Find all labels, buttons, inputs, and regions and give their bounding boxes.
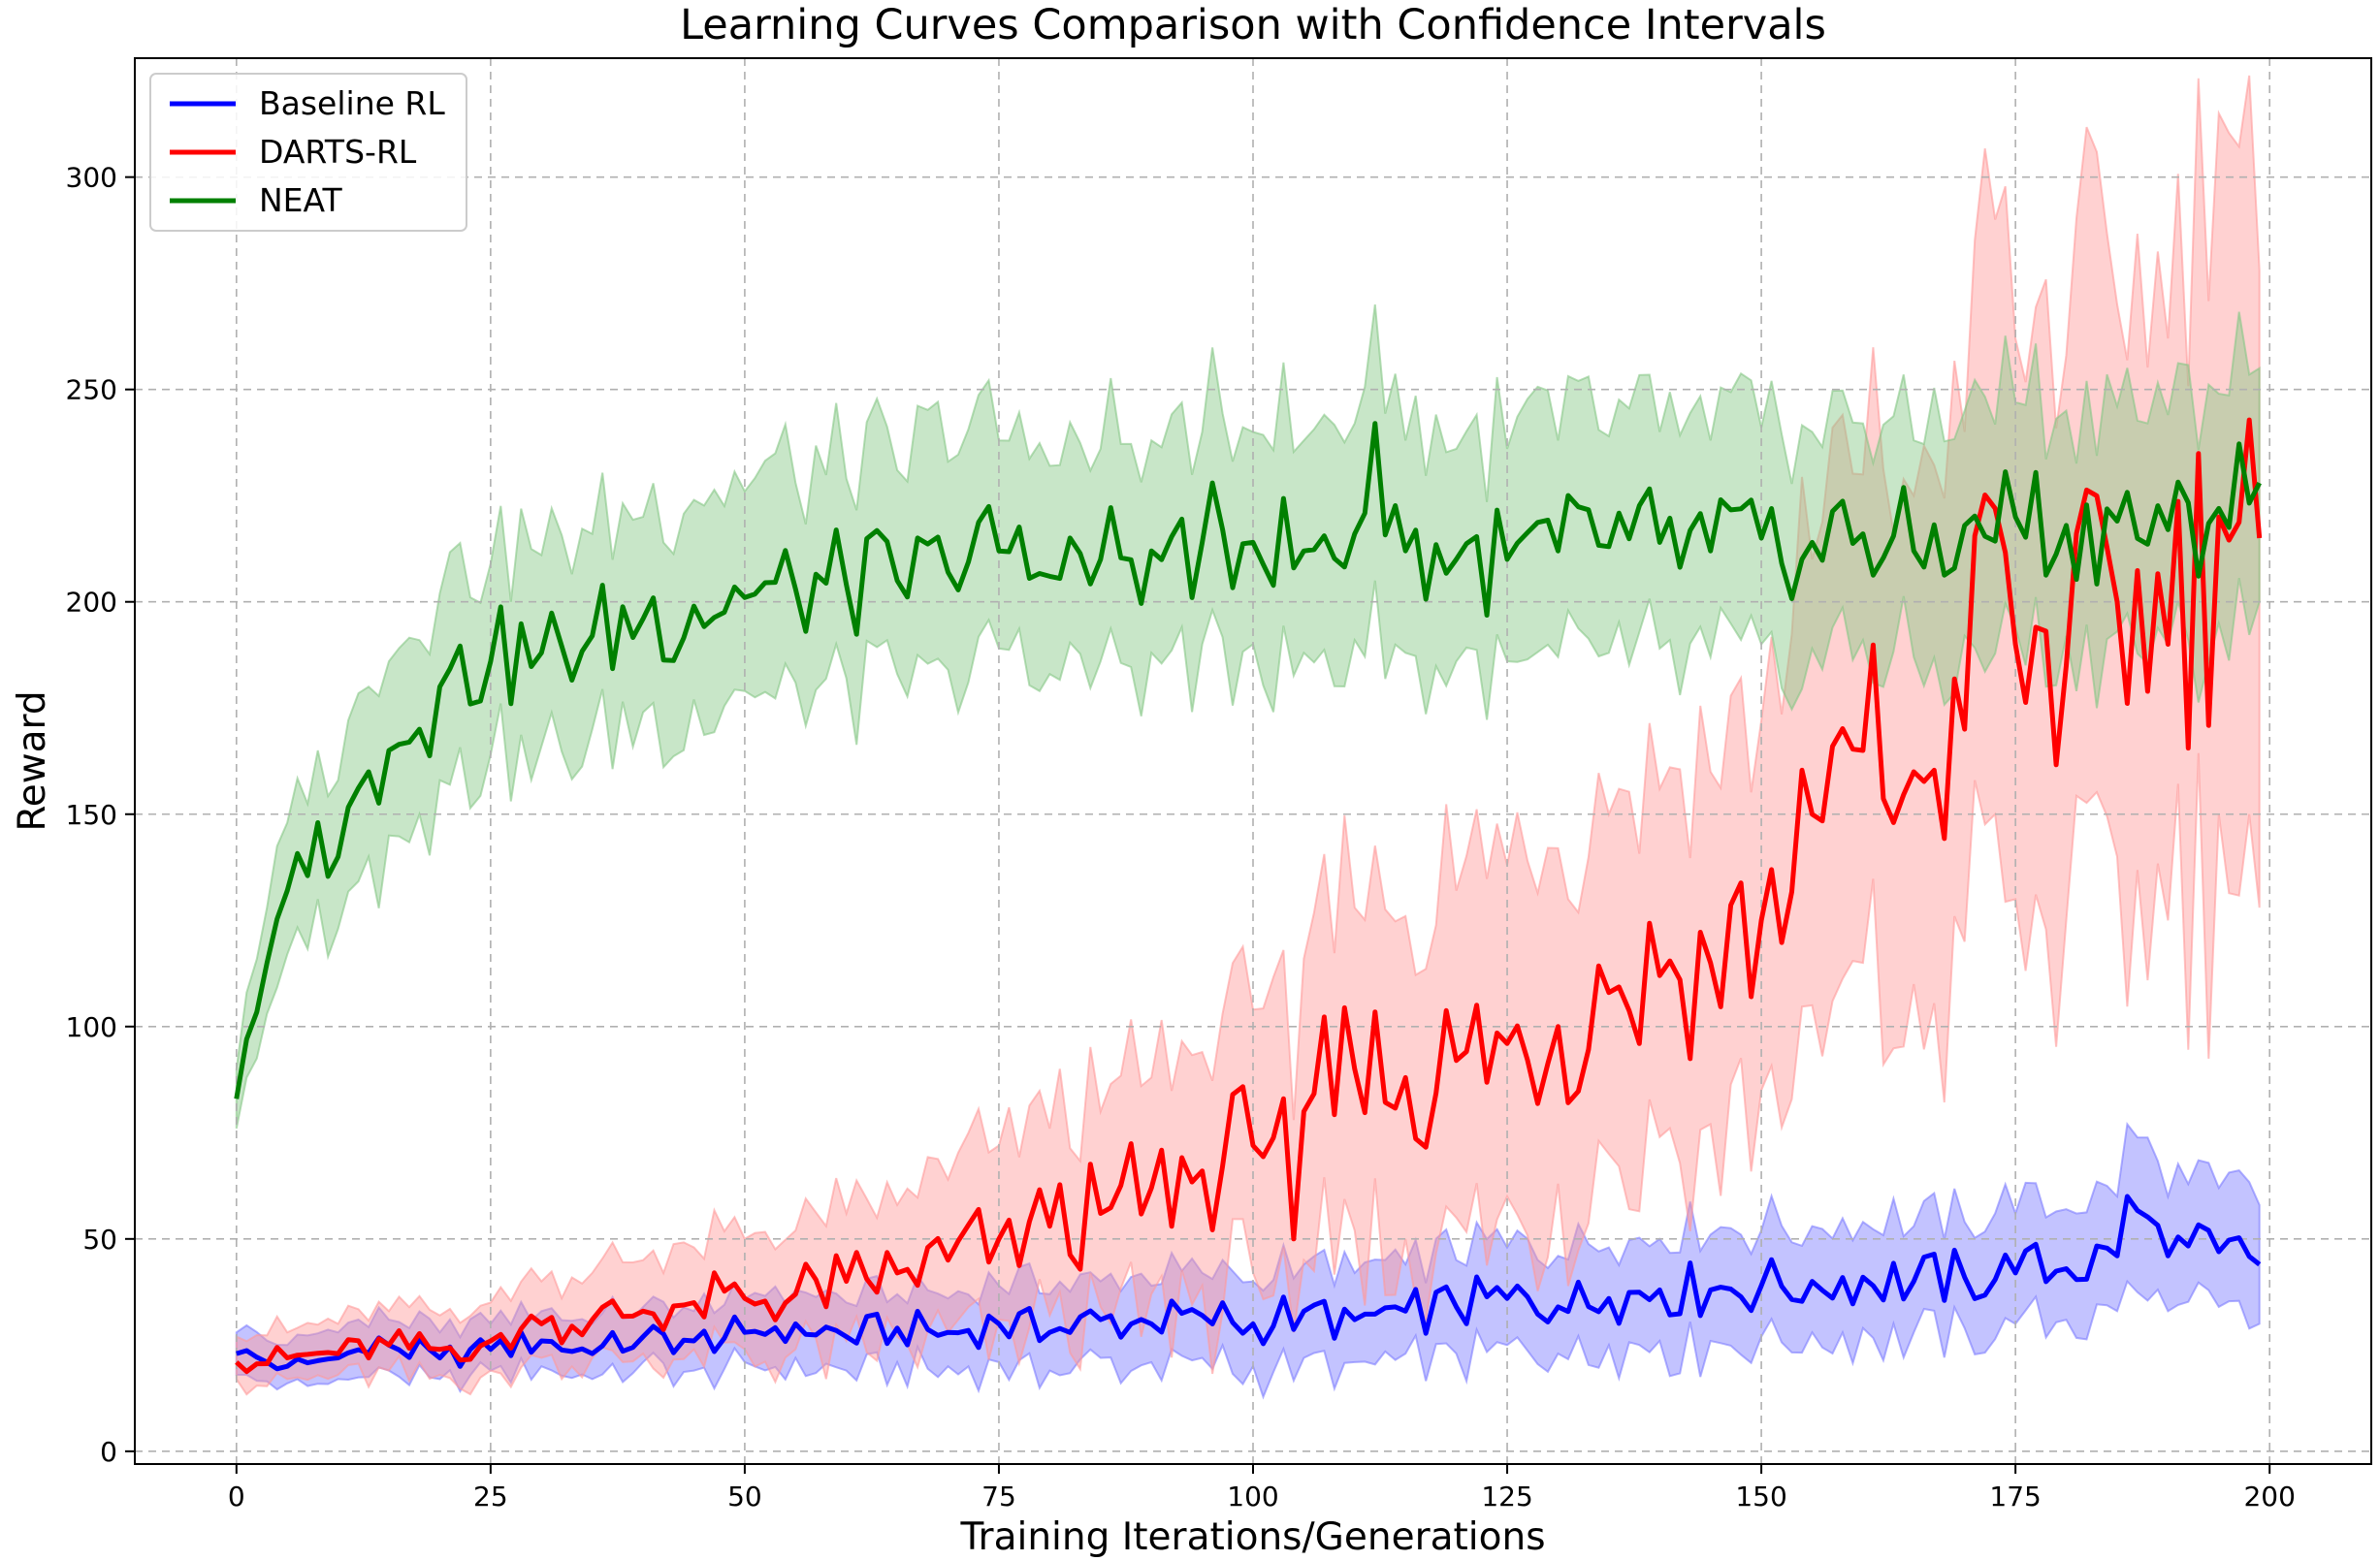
legend-label-darts-rl: DARTS-RL — [259, 133, 417, 171]
x-tick-label: 0 — [228, 1481, 245, 1513]
legend-label-baseline-rl: Baseline RL — [259, 84, 445, 122]
y-axis-label: Reward — [11, 690, 54, 831]
legend-label-neat: NEAT — [259, 181, 343, 219]
x-tick-label: 75 — [981, 1481, 1016, 1513]
x-axis-label: Training Iterations/Generations — [959, 1515, 1545, 1557]
x-tick-label: 125 — [1481, 1481, 1532, 1513]
series-line-baseline-rl — [236, 1194, 2262, 1372]
grid-lines — [135, 58, 2371, 1464]
legend-box — [149, 73, 467, 232]
y-tick-label: 50 — [82, 1224, 117, 1256]
y-tick-label: 0 — [100, 1436, 117, 1468]
series-line-darts-rl — [235, 417, 2263, 1375]
y-tick-label: 300 — [66, 162, 117, 194]
x-tick-label: 150 — [1735, 1481, 1786, 1513]
axis-ticks: 0 25 50 75 100 125 150 175 200 0 50 100 150 200 250 300 — [66, 162, 2296, 1513]
x-tick-label: 175 — [1989, 1481, 2041, 1513]
y-tick-label: 150 — [66, 799, 117, 831]
series-line-neat — [234, 421, 2262, 1099]
x-tick-label: 25 — [473, 1481, 508, 1513]
series-lines — [234, 417, 2263, 1375]
x-tick-label: 50 — [727, 1481, 762, 1513]
legend: Baseline RL DARTS-RL NEAT — [149, 73, 467, 232]
x-tick-label: 200 — [2243, 1481, 2295, 1513]
x-tick-label: 100 — [1227, 1481, 1278, 1513]
y-tick-label: 200 — [66, 587, 117, 619]
y-tick-label: 100 — [66, 1011, 117, 1043]
chart-title: Learning Curves Comparison with Confiden… — [680, 1, 1826, 49]
y-tick-label: 250 — [66, 374, 117, 406]
